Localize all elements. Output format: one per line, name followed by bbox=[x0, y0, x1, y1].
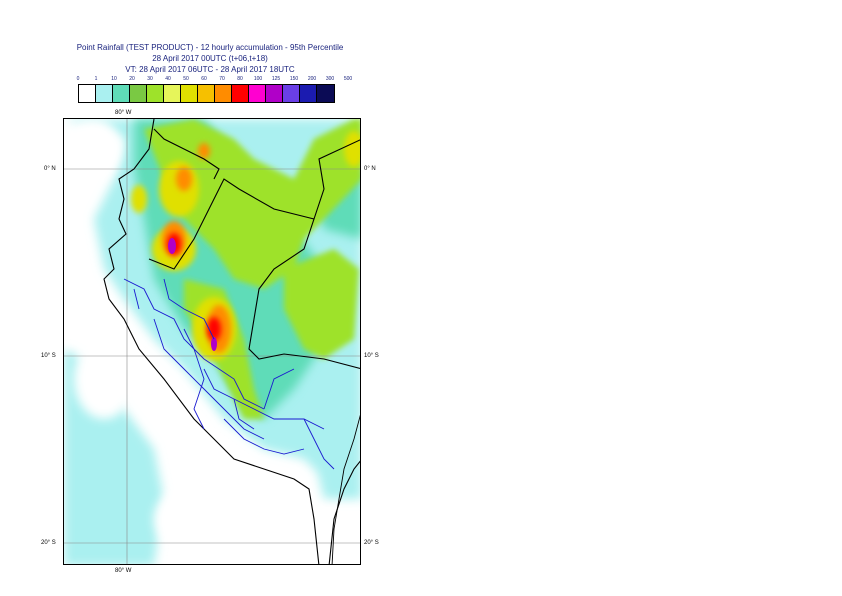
no-rain-area bbox=[66, 119, 360, 564]
legend-swatch bbox=[198, 85, 215, 102]
country-borders bbox=[103, 119, 360, 564]
legend-label: 1 bbox=[94, 76, 98, 82]
gridlines bbox=[64, 119, 360, 564]
lat-label-right-10: 10° S bbox=[364, 353, 379, 359]
legend-label: 70 bbox=[219, 76, 225, 82]
rainfall-map-svg bbox=[64, 119, 360, 564]
legend-swatch bbox=[130, 85, 147, 102]
title-line-3: VT: 28 April 2017 06UTC - 28 April 2017 … bbox=[125, 65, 295, 74]
legend-label: 125 bbox=[271, 76, 281, 82]
lat-label-left-0: 0° N bbox=[44, 166, 56, 172]
lat-label-left-10: 10° S bbox=[41, 353, 56, 359]
legend-label: 40 bbox=[165, 76, 171, 82]
legend-swatch bbox=[283, 85, 300, 102]
legend-swatch bbox=[215, 85, 232, 102]
lon-label-top: 80° W bbox=[115, 110, 132, 116]
title-line-1: Point Rainfall (TEST PRODUCT) - 12 hourl… bbox=[76, 43, 344, 52]
legend-swatch bbox=[181, 85, 198, 102]
legend-swatch bbox=[232, 85, 249, 102]
legend-label: 20 bbox=[129, 76, 135, 82]
legend-swatch bbox=[317, 85, 334, 102]
legend-swatch bbox=[164, 85, 181, 102]
lat-label-right-20: 20° S bbox=[364, 540, 379, 546]
color-legend: 0 1 10 20 30 40 50 60 70 80 100 125 150 200 300 500 bbox=[75, 76, 353, 104]
legend-swatch bbox=[266, 85, 283, 102]
rain-125-plus-area bbox=[168, 238, 217, 351]
legend-color-bar bbox=[78, 84, 335, 103]
lat-label-right-0: 0° N bbox=[364, 166, 376, 172]
legend-label: 150 bbox=[289, 76, 299, 82]
region-borders bbox=[123, 278, 335, 470]
legend-swatch bbox=[249, 85, 266, 102]
legend-swatch bbox=[96, 85, 113, 102]
legend-label: 0 bbox=[76, 76, 80, 82]
lon-label-bottom: 80° W bbox=[115, 568, 132, 574]
legend-label: 300 bbox=[325, 76, 335, 82]
legend-label: 30 bbox=[147, 76, 153, 82]
chart-title: Point Rainfall (TEST PRODUCT) - 12 hourl… bbox=[40, 42, 380, 75]
legend-labels: 0 1 10 20 30 40 50 60 70 80 100 125 150 200 300 500 bbox=[75, 76, 353, 84]
legend-label: 500 bbox=[343, 76, 353, 82]
legend-swatch bbox=[79, 85, 96, 102]
legend-label: 80 bbox=[237, 76, 243, 82]
legend-label: 60 bbox=[201, 76, 207, 82]
legend-swatch bbox=[113, 85, 130, 102]
lat-label-left-20: 20° S bbox=[41, 540, 56, 546]
coastline bbox=[331, 414, 360, 564]
legend-label: 50 bbox=[183, 76, 189, 82]
legend-label: 200 bbox=[307, 76, 317, 82]
legend-swatch bbox=[300, 85, 317, 102]
legend-label: 10 bbox=[111, 76, 117, 82]
legend-label: 100 bbox=[253, 76, 263, 82]
title-line-2: 28 April 2017 00UTC (t+06,t+18) bbox=[152, 54, 268, 63]
rainfall-map bbox=[63, 118, 361, 565]
legend-swatch bbox=[147, 85, 164, 102]
